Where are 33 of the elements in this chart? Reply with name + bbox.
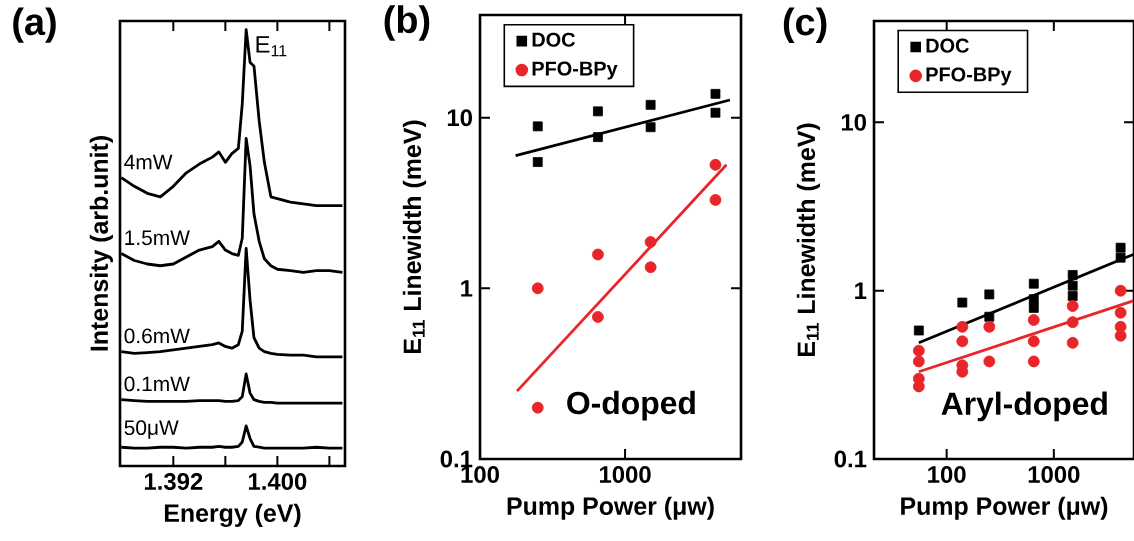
series-label: 0.1mW xyxy=(124,376,190,392)
y-tick-label: 1 xyxy=(461,280,473,297)
x-tick-label: 100 xyxy=(928,466,966,483)
x-axis-title: Energy (eV) xyxy=(164,503,301,528)
y-axis-title: E$_{11}$ Linewidth (meV) xyxy=(796,123,821,356)
series-label: 50μW xyxy=(124,420,179,439)
annotation: E$_{11}$ xyxy=(256,36,287,57)
x-axis-title: Pump Power (μw) xyxy=(507,496,714,520)
chart-title: (c) xyxy=(783,7,827,43)
series-label: 4mW xyxy=(124,154,173,170)
y-tick-label: 10 xyxy=(841,113,866,131)
annotation: O-doped xyxy=(567,390,695,421)
series-label: 1.5mW xyxy=(125,230,190,246)
x-tick-label: 1.392 xyxy=(144,473,203,491)
y-axis-title: Intensity (arb.unit) xyxy=(89,136,113,351)
legend-label: PFO-BPy xyxy=(532,61,618,80)
x-tick-label: 1000 xyxy=(1028,466,1080,483)
chart-title: (a) xyxy=(13,7,56,43)
x-tick-label: 1000 xyxy=(599,466,651,483)
series-label: 0.6mW xyxy=(124,328,190,344)
legend-label: DOC xyxy=(532,32,576,47)
chart-title: (b) xyxy=(384,5,430,41)
legend-label: PFO-BPy xyxy=(926,67,1012,86)
x-axis-title: Pump Power (μw) xyxy=(901,496,1108,520)
y-tick-label: 0.1 xyxy=(440,450,473,468)
y-tick-label: 1 xyxy=(855,282,867,299)
y-tick-label: 0.1 xyxy=(834,450,867,468)
annotation: Aryl-doped xyxy=(941,391,1107,422)
x-tick-label: 1.400 xyxy=(248,473,307,490)
legend-label: DOC xyxy=(926,38,969,53)
x-tick-label: 100 xyxy=(461,466,499,483)
y-tick-label: 10 xyxy=(447,109,472,127)
y-axis-title: E$_{11}$ Linewidth (meV) xyxy=(402,120,427,353)
